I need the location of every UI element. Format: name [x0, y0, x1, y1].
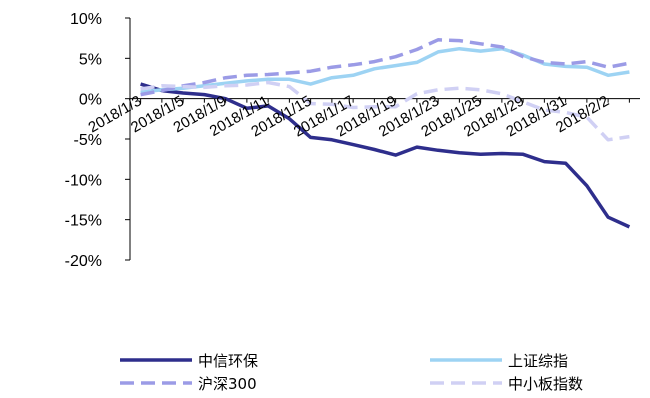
legend-label: 中信环保: [198, 352, 258, 370]
series-line: [140, 46, 630, 94]
y-tick-label: 5%: [79, 51, 102, 68]
y-tick-label: -10%: [65, 172, 102, 189]
y-tick-label: 0%: [79, 92, 102, 109]
y-tick-label: -5%: [74, 132, 102, 149]
series-line: [140, 82, 631, 229]
legend-label: 中小板指数: [508, 375, 583, 393]
legend-label: 上证综指: [508, 352, 568, 370]
y-tick-label: -20%: [65, 253, 102, 270]
legend-label: 沪深300: [198, 375, 257, 393]
y-axis-ticks: 10% 5% 0% -5% -10% -15% -20%: [65, 11, 130, 270]
series-lines: [140, 38, 631, 229]
x-axis-ticks: 2018/1/32018/1/52018/1/92018/1/112018/1/…: [86, 92, 630, 140]
series-line: [140, 80, 630, 142]
y-tick-label: -15%: [65, 213, 102, 230]
y-tick-label: 10%: [70, 11, 102, 28]
